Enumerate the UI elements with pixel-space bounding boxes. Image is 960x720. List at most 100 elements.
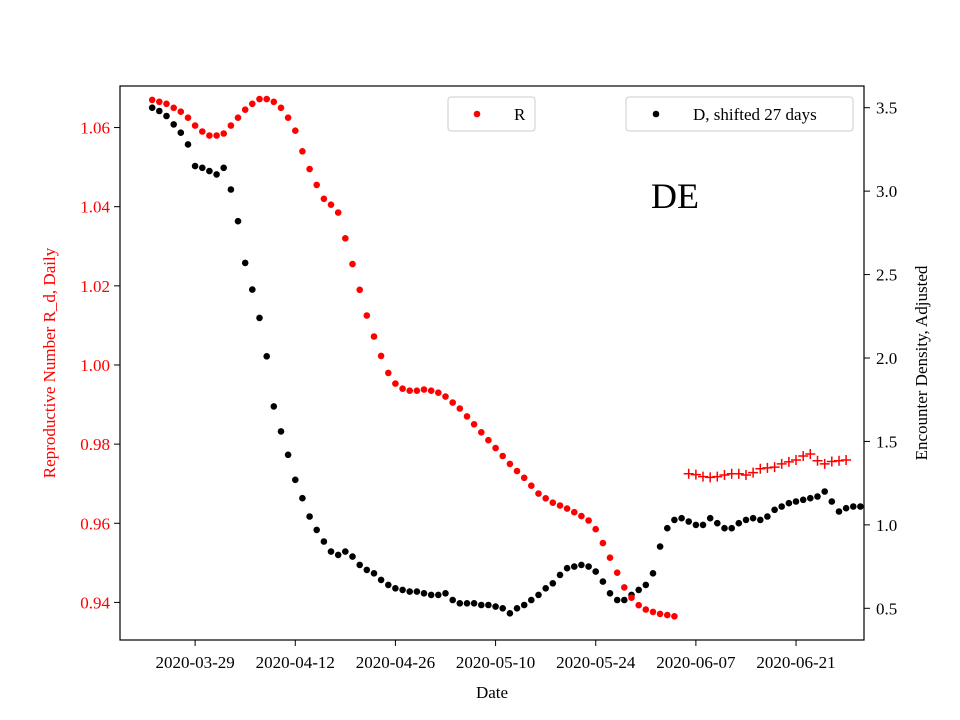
x-axis-label: Date	[476, 683, 508, 702]
r-point	[542, 495, 549, 502]
d-point	[563, 564, 571, 572]
r-point	[320, 195, 328, 203]
r-point	[635, 601, 642, 609]
r-point	[277, 104, 285, 112]
r-projection-point	[733, 468, 744, 479]
r-point	[563, 505, 571, 512]
r-projection-point	[705, 472, 716, 483]
d-point	[621, 596, 628, 604]
r-point	[664, 611, 671, 619]
d-point	[499, 605, 507, 612]
d-point	[263, 353, 271, 360]
d-point	[549, 580, 557, 587]
r-point	[156, 98, 163, 106]
region-label: DE	[651, 176, 699, 216]
d-point	[835, 508, 843, 515]
x-tick-label: 2020-06-21	[756, 653, 835, 672]
series-r-projection-points	[683, 449, 852, 483]
r-projection-point	[805, 449, 816, 459]
r-point	[656, 610, 664, 618]
r-point	[585, 517, 592, 524]
d-point	[656, 543, 664, 550]
r-point	[506, 460, 514, 468]
r-point	[292, 127, 299, 134]
r-point	[463, 413, 471, 420]
d-point	[427, 591, 435, 599]
r-point	[671, 613, 678, 620]
x-tick-label: 2020-06-07	[656, 653, 736, 672]
legend-r-label: R	[514, 105, 526, 124]
d-point	[699, 521, 707, 529]
r-point	[578, 512, 585, 520]
d-point	[599, 578, 607, 585]
x-axis-ticks: 2020-03-29 2020-04-12 2020-04-26 2020-05-10…	[155, 640, 836, 672]
d-point	[842, 504, 850, 512]
d-point	[714, 519, 721, 527]
r-point	[492, 444, 499, 452]
plot-area-frame	[119, 85, 865, 641]
d-point	[256, 314, 263, 322]
d-point	[463, 600, 471, 607]
r-point	[427, 387, 435, 395]
r-point	[420, 386, 428, 393]
x-tick-label: 2020-03-29	[155, 653, 234, 672]
d-point	[306, 513, 313, 520]
r-projection-point	[826, 456, 837, 467]
r-point	[528, 482, 535, 490]
d-point	[399, 586, 406, 594]
r-point	[606, 554, 614, 561]
d-point	[778, 503, 785, 510]
d-point	[764, 513, 771, 520]
r-projection-point	[690, 469, 701, 480]
d-point	[520, 601, 528, 609]
x-tick-label: 2020-05-10	[456, 653, 535, 672]
r-point	[177, 108, 185, 115]
d-point	[284, 451, 292, 459]
r-projection-point	[841, 455, 852, 465]
r-projection-point	[683, 468, 694, 479]
y-left-axis-ticks: 0.94 0.96 0.98 1.00 1.02 1.04 1.06	[80, 119, 120, 612]
r-point	[184, 114, 192, 121]
d-point	[163, 112, 170, 120]
r-point	[571, 508, 578, 516]
d-point	[377, 576, 385, 584]
r-point	[334, 209, 342, 216]
r-point	[191, 122, 199, 129]
d-point	[799, 496, 807, 504]
y-right-tick-label: 2.5	[876, 266, 897, 285]
d-point	[728, 524, 735, 532]
d-point	[213, 171, 220, 178]
d-point	[184, 141, 192, 148]
d-point	[191, 162, 199, 170]
d-point	[535, 591, 542, 599]
r-point	[599, 539, 607, 547]
d-point	[435, 591, 442, 599]
d-point	[828, 498, 836, 505]
d-point	[206, 167, 213, 175]
r-point	[263, 95, 271, 103]
y-left-tick-label: 1.04	[80, 198, 110, 217]
r-projection-point	[719, 470, 730, 480]
r-point	[592, 525, 599, 533]
r-point	[485, 436, 492, 444]
y-right-tick-label: 0.5	[876, 599, 897, 618]
d-point	[299, 494, 306, 502]
legend-d-marker	[652, 110, 660, 118]
r-point	[342, 235, 349, 242]
y-left-tick-label: 1.06	[80, 119, 110, 138]
d-point	[771, 506, 778, 514]
legend-d-box	[625, 96, 854, 132]
d-point	[342, 548, 349, 555]
d-point	[320, 538, 328, 545]
r-projection-point	[812, 455, 823, 466]
r-point	[413, 387, 421, 395]
d-point	[857, 503, 864, 510]
legend-r-marker	[473, 110, 481, 118]
legend-d: D, shifted 27 days	[625, 96, 854, 132]
d-point	[492, 603, 499, 610]
r-point	[313, 181, 321, 189]
d-point	[170, 121, 177, 128]
y-right-axis-ticks: 0.5 1.0 1.5 2.0 2.5 3.0 3.5	[864, 99, 897, 618]
d-point	[692, 521, 700, 529]
d-point	[370, 570, 378, 577]
